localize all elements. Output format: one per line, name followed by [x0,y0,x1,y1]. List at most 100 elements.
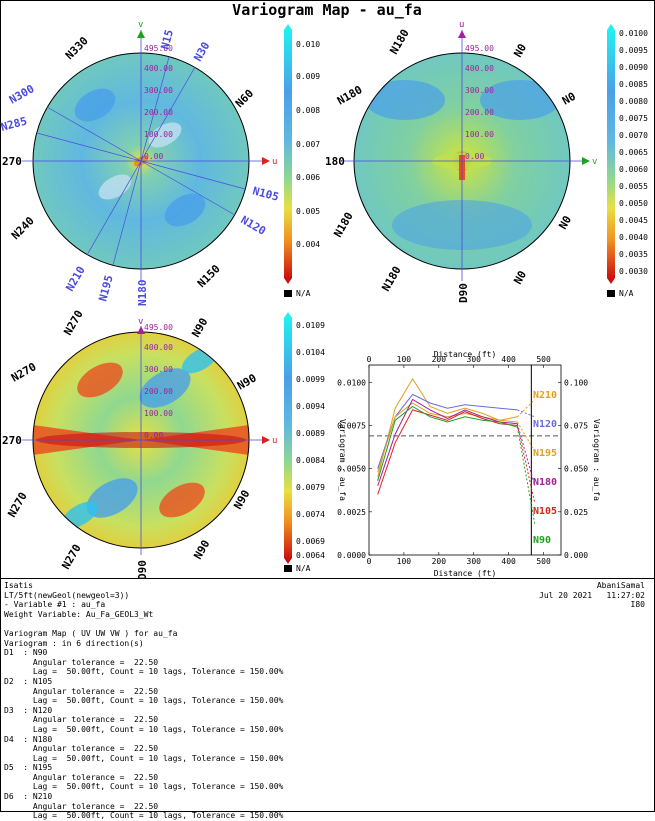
svg-text:0.00: 0.00 [144,152,163,161]
x-tick-label: 100 [397,557,412,566]
svg-text:N0: N0 [560,90,578,108]
y-tick-label-right: 0.000 [564,551,588,560]
svg-text:0.008: 0.008 [296,106,320,115]
svg-text:0.007: 0.007 [296,140,320,149]
chart-plot-frame [368,364,562,556]
svg-text:N180: N180 [379,264,404,293]
svg-text:N270: N270 [59,542,84,571]
map1-u-arrow-icon [262,157,270,165]
footer-line: Weight Variable: Au_Fa_GEOL3_Wt [4,609,154,619]
legend-n120: N120 [533,419,557,430]
map3-u-label: u [272,436,277,446]
svg-text:0.0075: 0.0075 [619,114,648,123]
svg-text:0.00: 0.00 [465,152,484,161]
footer-line: Lag = 50.00ft, Count = 10 lags, Toleranc… [4,724,284,734]
svg-text:300.00: 300.00 [144,365,173,374]
figure-title: Variogram Map - au_fa [232,1,422,19]
chart-xlabel-top: Distance (ft) [434,350,497,359]
svg-text:N330: N330 [63,34,91,62]
footer-line: Lag = 50.00ft, Count = 10 lags, Toleranc… [4,782,284,792]
footer-meta: AbaniSamal Jul 20 2021 11:27:02 I80 [539,581,645,610]
svg-text:0.004: 0.004 [296,240,320,249]
svg-text:D90: D90 [457,283,470,303]
svg-text:N0: N0 [511,42,529,60]
svg-text:N150: N150 [195,262,223,290]
footer-line: Variogram Map ( UV UW VW ) for au_fa [4,628,178,638]
svg-text:D90: D90 [136,560,149,578]
footer-line: D5 : N195 [4,763,53,773]
footer-line: Angular tolerance = 22.50 [4,715,159,725]
svg-text:N300: N300 [7,82,36,107]
svg-text:N270: N270 [9,360,38,385]
legend-n180: N180 [533,477,557,488]
x-tick-label: 200 [432,557,447,566]
footer-line: LT/5ft(newGeol(newgeol=3)) [4,590,130,600]
x-tick-label-top: 300 [467,355,482,364]
map3-ring-labels: 0.00 100.00 200.00 300.00 400.00 495.00 [144,323,173,440]
svg-text:N90: N90 [235,371,259,392]
svg-text:0.010: 0.010 [296,40,320,49]
svg-text:N195: N195 [96,274,115,303]
map2-u-label: u [459,20,464,30]
map1-left-label: 270 [2,155,22,168]
x-tick-label-top: 400 [501,355,516,364]
footer-line: - Variable #1 : au_fa [4,600,106,610]
footer-parameters: Isatis LT/5ft(newGeol(newgeol=3)) - Variab… [4,581,283,821]
footer-line: D4 : N180 [4,734,53,744]
footer-date: Jul 20 2021 11:27:02 [539,590,645,600]
y-tick-label-right: 0.050 [564,465,588,474]
y-tick-label: 0.0075 [337,421,366,430]
svg-text:100.00: 100.00 [144,409,173,418]
svg-text:N0: N0 [556,214,574,232]
svg-text:0.0085: 0.0085 [619,80,648,89]
footer-line: Variogram : in 6 direction(s) [4,638,144,648]
svg-text:N60: N60 [233,87,256,110]
svg-text:N270: N270 [5,490,30,519]
svg-text:0.0060: 0.0060 [619,165,648,174]
svg-text:200.00: 200.00 [144,387,173,396]
x-tick-label: 0 [367,557,372,566]
svg-text:0.0095: 0.0095 [619,46,648,55]
svg-text:N105: N105 [251,184,280,203]
series-line-n180 [377,398,518,487]
map2-v-arrow-icon [582,157,590,165]
variogram-map-1: u v 270 0.00 100.00 200.00 300.00 400.00… [0,20,320,306]
footer-author: AbaniSamal [596,581,645,590]
svg-text:0.00: 0.00 [144,431,163,440]
svg-text:N240: N240 [9,214,37,242]
series-extension-n120 [517,409,536,418]
series-line-n90 [377,405,518,481]
footer-line: Lag = 50.00ft, Count = 10 lags, Toleranc… [4,667,284,677]
report-footer: Isatis LT/5ft(newGeol(newgeol=3)) - Variab… [0,578,655,820]
svg-text:300.00: 300.00 [144,86,173,95]
map2-colorbar: 0.0100 0.0095 0.0090 0.0085 0.0080 0.007… [607,24,648,298]
legend-n195: N195 [533,448,557,459]
y-tick-label-right: 0.025 [564,508,588,517]
footer-line: Angular tolerance = 22.50 [4,772,159,782]
experimental-variogram-chart: Distance (ft) Distance (ft) Variogram : … [337,350,601,578]
series-line-n195 [377,402,518,473]
series-extension-n90 [516,427,536,524]
svg-text:0.0084: 0.0084 [296,456,325,465]
svg-text:0.0064: 0.0064 [296,551,325,560]
map1-ring-labels: 0.00 100.00 200.00 300.00 400.00 495.00 [144,44,173,161]
map3-colorbar: 0.0109 0.0104 0.0099 0.0094 0.0089 0.008… [284,312,325,573]
svg-text:0.0035: 0.0035 [619,250,648,259]
x-tick-label-top: 100 [397,355,412,364]
svg-text:200.00: 200.00 [465,108,494,117]
map3-na-label: N/A [296,564,311,573]
footer-code: I80 [630,600,645,610]
svg-text:0.0030: 0.0030 [619,267,648,276]
x-tick-label: 400 [501,557,516,566]
map2-v-label: v [592,157,597,167]
svg-text:0.0079: 0.0079 [296,483,325,492]
chart-ylabel-right: Variogram : au_fa [592,419,601,501]
footer-line: D6 : N210 [4,792,53,802]
svg-text:495.00: 495.00 [465,44,494,53]
y-tick-label-right: 0.100 [564,378,588,387]
footer-line: Isatis [4,581,33,590]
map1-direction-lines [36,56,246,266]
map3-v-arrow-icon [137,326,145,334]
svg-text:0.0045: 0.0045 [619,216,648,225]
map1-u-label: u [272,157,277,167]
